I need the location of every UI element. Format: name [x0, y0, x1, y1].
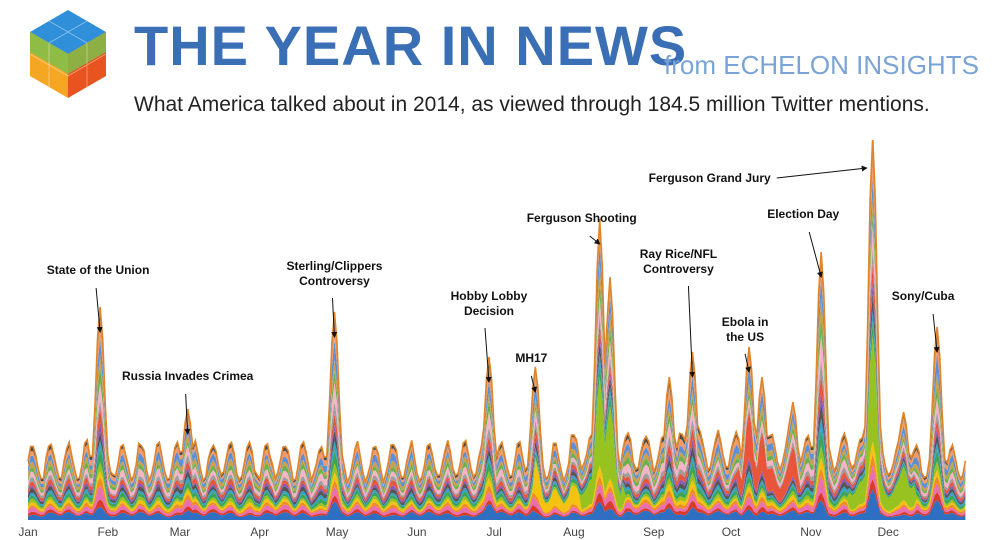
stream-layer-6 [28, 321, 966, 510]
stream-layer-5 [28, 334, 966, 512]
annotation-label: MH17 [515, 351, 547, 365]
stream-top-outline [27, 140, 967, 486]
annotation-label: State of the Union [47, 263, 150, 277]
x-tick-label: Nov [800, 525, 821, 539]
annotation-label: Hobby Lobby [451, 289, 528, 303]
annotation-label: Sony/Cuba [892, 289, 955, 303]
stream-layer-8 [28, 293, 966, 507]
stream-layer-15 [28, 177, 966, 491]
page-subtitle: What America talked about in 2014, as vi… [134, 93, 930, 116]
annotation-arrow [687, 285, 696, 378]
echelon-logo-icon [29, 10, 107, 98]
source-credit: from ECHELON INSIGHTS [664, 50, 979, 80]
x-tick-label: Mar [170, 525, 191, 539]
x-tick-label: Oct [722, 525, 741, 539]
stream-layer-13 [28, 210, 966, 496]
annotation-arrow [331, 297, 338, 338]
stream-layers [27, 140, 967, 520]
annotation-label: Russia Invades Crimea [122, 369, 254, 383]
annotation-label: Ferguson Grand Jury [649, 171, 771, 185]
stream-layer-16 [28, 155, 966, 487]
x-tick-label: Aug [563, 525, 584, 539]
annotation-label: Controversy [299, 274, 370, 288]
annotation-arrow [484, 327, 492, 383]
streamgraph-chart: State of the Union Russia Invades Crimea S… [18, 140, 967, 539]
x-tick-label: Feb [97, 525, 118, 539]
page-title: THE YEAR IN NEWS [134, 14, 688, 77]
stream-layer-1 [28, 479, 966, 518]
annotation-arrow [589, 235, 601, 245]
annotation-label: Election Day [767, 207, 839, 221]
annotation-arrow [95, 287, 103, 333]
stream-layer-14 [28, 198, 966, 494]
x-tick-label: Sep [643, 525, 665, 539]
x-axis: Jan Feb Mar Apr May Jun Jul Aug Sep Oct Nov Dec [18, 525, 899, 539]
stream-layer-2 [28, 465, 966, 517]
annotation-label: Ebola in [722, 315, 769, 329]
stream-layer-9 [28, 281, 966, 504]
x-tick-label: Apr [250, 525, 269, 539]
x-tick-label: Dec [877, 525, 898, 539]
stream-layer-3 [28, 454, 966, 515]
annotation-label: Ray Rice/NFL [640, 247, 717, 261]
annotation-label: Controversy [643, 262, 714, 276]
stream-layer-12 [28, 224, 966, 499]
annotation-group: State of the Union Russia Invades Crimea S… [47, 165, 955, 435]
annotation-label: the US [726, 330, 764, 344]
annotation-label: Decision [464, 304, 514, 318]
stream-layer-10 [28, 263, 966, 503]
annotation-arrow [932, 313, 940, 353]
annotation-arrow [184, 393, 191, 435]
x-tick-label: May [326, 525, 349, 539]
stream-layer-0 [28, 489, 966, 520]
x-tick-label: Jan [18, 525, 37, 539]
x-tick-label: Jul [486, 525, 501, 539]
stream-layer-11 [28, 248, 966, 501]
annotation-arrow [530, 375, 538, 393]
annotation-arrow [744, 353, 751, 373]
annotation-label: Ferguson Shooting [527, 211, 637, 225]
stream-layer-4 [28, 441, 966, 513]
stream-layer-7 [28, 310, 966, 508]
annotation-label: Sterling/Clippers [286, 259, 382, 273]
annotation-arrow [808, 231, 823, 278]
annotation-arrow [776, 165, 868, 179]
x-tick-label: Jun [407, 525, 426, 539]
